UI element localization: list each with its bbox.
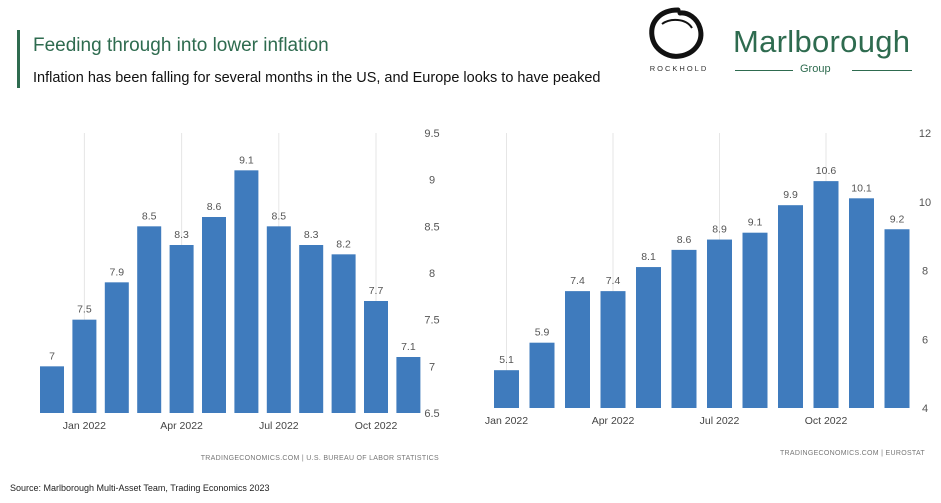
bar-value-label: 8.9 <box>712 224 727 236</box>
bar <box>494 370 519 408</box>
bar <box>234 170 259 413</box>
chart-credit: TRADINGECONOMICS.COM | U.S. BUREAU OF LA… <box>201 455 439 462</box>
y-tick-label: 9.5 <box>424 128 439 140</box>
y-tick-label: 4 <box>922 403 928 415</box>
bar-value-label: 9.1 <box>239 154 254 166</box>
bar <box>331 254 356 413</box>
bar <box>849 198 874 408</box>
bar-value-label: 5.1 <box>499 354 514 366</box>
bar-value-label: 10.1 <box>851 182 872 194</box>
bar-value-label: 8.6 <box>677 234 692 246</box>
bar <box>266 226 291 413</box>
bar-value-label: 7.5 <box>77 304 92 316</box>
rockhold-logo-text: ROCKHOLD <box>649 64 709 73</box>
x-tick-label: Apr 2022 <box>592 415 635 427</box>
y-tick-label: 8 <box>922 266 928 278</box>
bar <box>671 249 697 408</box>
x-tick-label: Jan 2022 <box>63 420 106 432</box>
bar <box>396 357 421 413</box>
y-tick-label: 6 <box>922 334 928 346</box>
bar <box>565 291 590 408</box>
bar <box>137 226 162 413</box>
bar <box>104 282 129 413</box>
bar <box>40 366 64 413</box>
bar-value-label: 9.2 <box>890 213 905 225</box>
bar-value-label: 9.9 <box>783 189 798 201</box>
eu-inflation-chart-panel: 12 10 8 6 4 5.1 5.9 7.4 7.4 8.1 8.6 8.9 9.1 9.9 10.6 10… <box>470 108 932 473</box>
bar-value-label: 9.1 <box>748 217 763 229</box>
bar-value-label: 5.9 <box>535 327 550 339</box>
bar-value-label: 8.2 <box>336 238 351 250</box>
bar <box>72 319 97 413</box>
y-tick-label: 9 <box>429 175 435 187</box>
x-tick-label: Jul 2022 <box>259 420 299 432</box>
bar <box>884 229 910 408</box>
x-tick-label: Jan 2022 <box>485 415 528 427</box>
page-subtitle: Inflation has been falling for several m… <box>33 70 601 86</box>
bar-value-label: 7 <box>49 350 55 362</box>
marlborough-logo-text: Marlborough <box>733 24 911 59</box>
bar-value-label: 7.4 <box>606 275 621 287</box>
bar <box>778 205 803 408</box>
title-accent-bar <box>17 30 20 88</box>
source-note: Source: Marlborough Multi-Asset Team, Tr… <box>10 483 270 493</box>
rockhold-logo-icon <box>649 7 704 59</box>
bar-value-label: 8.3 <box>304 229 319 241</box>
eu-inflation-chart: 12 10 8 6 4 5.1 5.9 7.4 7.4 8.1 8.6 8.9 9.1 9.9 10.6 10… <box>485 128 931 457</box>
bar-value-label: 10.6 <box>816 165 837 177</box>
bar-value-label: 7.7 <box>369 285 384 297</box>
y-tick-label: 7 <box>429 361 435 373</box>
bar <box>707 239 732 408</box>
x-tick-label: Jul 2022 <box>700 415 740 427</box>
chart-credit: TRADINGECONOMICS.COM | EUROSTAT <box>780 450 925 457</box>
bar-value-label: 8.5 <box>271 210 286 222</box>
y-tick-label: 12 <box>919 128 931 140</box>
bar <box>364 301 388 413</box>
bar-value-label: 7.4 <box>570 275 585 287</box>
bar <box>813 181 839 408</box>
x-tick-label: Apr 2022 <box>160 420 203 432</box>
page-title: Feeding through into lower inflation <box>33 35 329 56</box>
bar <box>600 291 626 408</box>
logo-divider-left <box>735 70 793 71</box>
x-tick-label: Oct 2022 <box>805 415 848 427</box>
us-inflation-chart-panel: 9.5 9 8.5 8 7.5 7 6.5 7 7.5 7.9 8.5 8.3 8.6 9.1 8.5 8.3… <box>14 108 459 473</box>
y-tick-label: 10 <box>919 197 931 209</box>
bar <box>202 217 226 413</box>
bar <box>169 245 194 413</box>
y-tick-label: 8.5 <box>424 221 439 233</box>
bar-value-label: 8.5 <box>142 210 157 222</box>
bar <box>299 245 324 413</box>
bar <box>636 267 661 408</box>
y-tick-label: 6.5 <box>424 408 439 420</box>
marlborough-group-text: Group <box>800 63 831 75</box>
bar <box>529 342 555 408</box>
bar-value-label: 8.6 <box>207 201 222 213</box>
x-tick-label: Oct 2022 <box>355 420 398 432</box>
bar <box>742 232 768 408</box>
bar-value-label: 8.3 <box>174 229 189 241</box>
y-tick-label: 7.5 <box>424 315 439 327</box>
logo-divider-right <box>852 70 912 71</box>
us-inflation-chart: 9.5 9 8.5 8 7.5 7 6.5 7 7.5 7.9 8.5 8.3 8.6 9.1 8.5 8.3… <box>40 128 440 462</box>
y-tick-label: 8 <box>429 268 435 280</box>
bar-value-label: 7.9 <box>109 266 124 278</box>
bar-value-label: 8.1 <box>641 251 656 263</box>
bar-value-label: 7.1 <box>401 341 416 353</box>
